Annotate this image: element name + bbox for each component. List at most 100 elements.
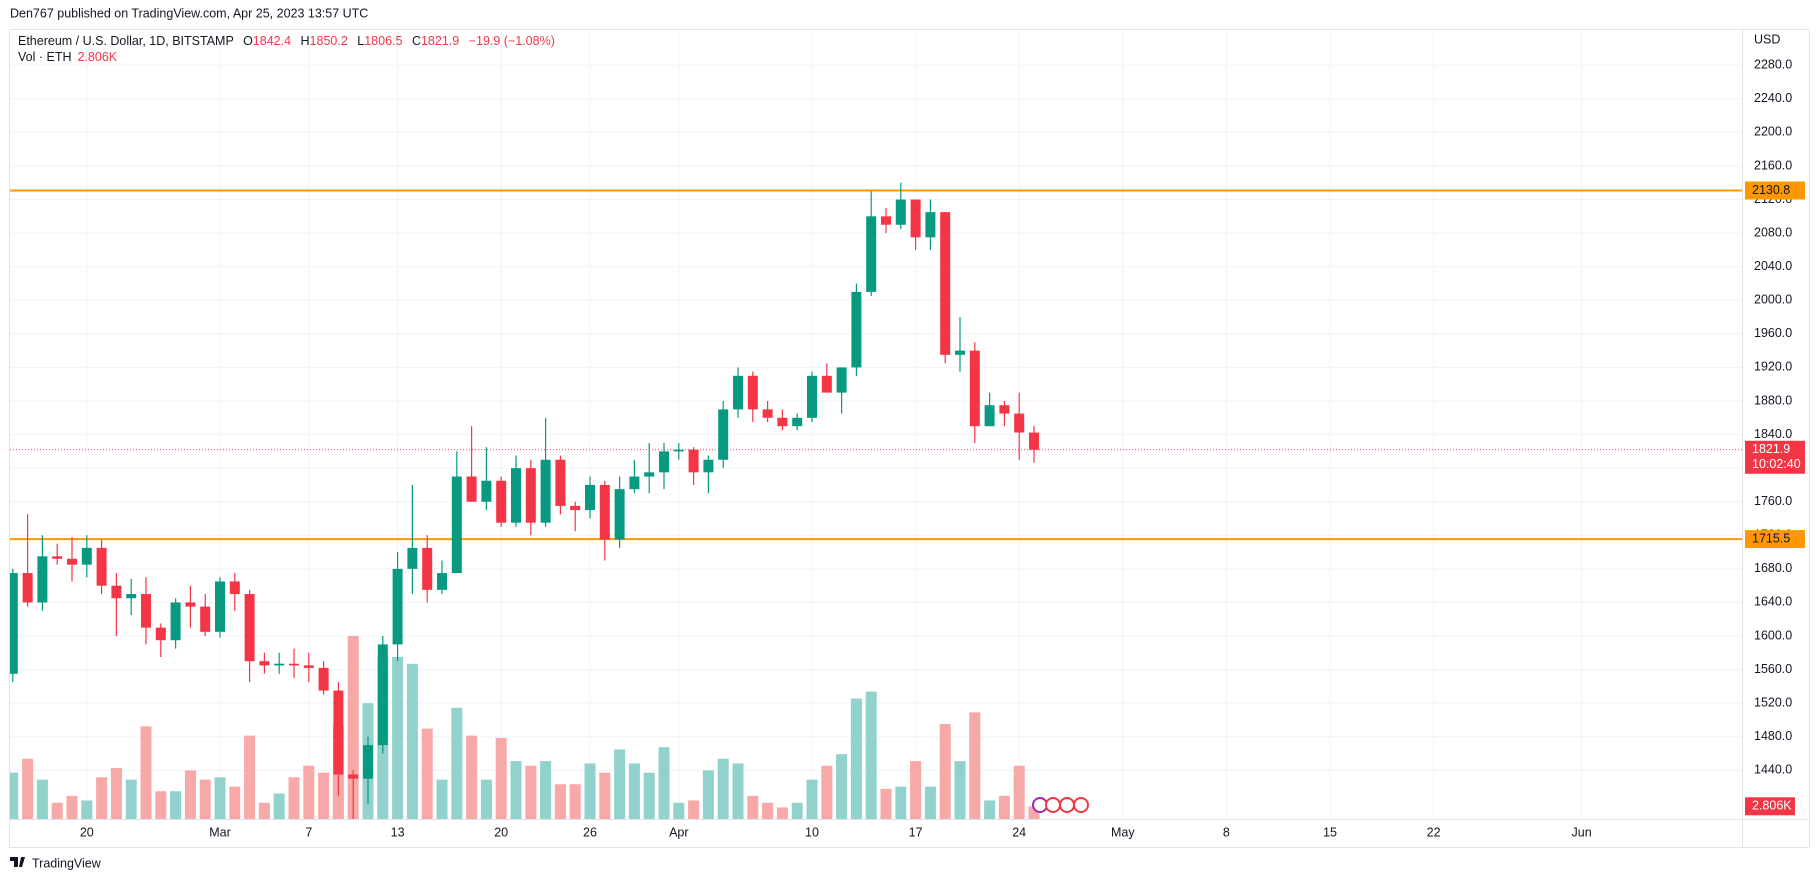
candle-body — [170, 602, 181, 641]
candle-body — [377, 644, 388, 746]
y-tick-label: 1680.0 — [1754, 561, 1792, 575]
candle-body — [333, 690, 344, 775]
level-tag — [1745, 530, 1805, 549]
y-tick-label: 1440.0 — [1754, 763, 1792, 777]
candle-body — [555, 459, 566, 506]
y-tick-label: 1480.0 — [1754, 729, 1792, 743]
candle-body — [762, 409, 773, 418]
candle-body — [22, 573, 33, 603]
volume-bar — [170, 791, 182, 819]
volume-bar — [288, 777, 300, 819]
candle-body — [836, 367, 847, 393]
legend-title: Ethereum / U.S. Dollar, 1D, BITSTAMP — [18, 34, 234, 48]
price-tag — [1745, 440, 1805, 474]
candle-body — [570, 505, 581, 511]
candle-body — [481, 480, 492, 502]
candle-body — [925, 212, 936, 238]
candle-body — [895, 199, 906, 225]
y-tick-label: 2240.0 — [1754, 91, 1792, 105]
brand-logo — [10, 857, 25, 867]
events[interactable] — [1032, 797, 1089, 813]
candle-body — [821, 375, 832, 393]
candle-body — [673, 449, 684, 452]
volume-bar — [525, 765, 537, 819]
candle-body — [733, 375, 743, 410]
candle-body — [659, 451, 669, 473]
candle-body — [229, 581, 240, 595]
brand-name: TradingView — [32, 856, 102, 870]
volume-name: Vol · ETH — [18, 50, 72, 64]
volume-bar — [184, 770, 196, 819]
volume-bar — [510, 761, 522, 819]
volume-bar — [599, 772, 611, 819]
volume-bar — [554, 784, 566, 819]
event-icon[interactable] — [1059, 797, 1075, 813]
volume-bar — [984, 800, 996, 819]
candle-body — [881, 216, 891, 225]
y-tick-label: 1600.0 — [1754, 628, 1792, 642]
legend-close: 1821.9 — [421, 34, 459, 48]
volume-bar — [954, 761, 966, 819]
x-tick-label: 22 — [1427, 825, 1441, 839]
volume-bar — [451, 707, 463, 819]
volume-bar — [924, 786, 936, 819]
volume-bar — [806, 779, 818, 819]
candle-body — [422, 547, 433, 590]
candle-body — [496, 480, 507, 523]
y-tick-label: 2280.0 — [1754, 58, 1792, 72]
candle-body — [644, 472, 655, 477]
y-tick-label: 2200.0 — [1754, 125, 1792, 139]
volume-bar — [140, 726, 152, 819]
candle-body — [52, 556, 63, 559]
legend-change: −19.9 (−1.08%) — [469, 34, 555, 48]
volume-bar — [643, 772, 655, 819]
event-icon[interactable] — [1032, 797, 1048, 813]
candle-body — [866, 216, 877, 292]
volume-bar — [628, 763, 640, 819]
y-tick-label: 1880.0 — [1754, 393, 1792, 407]
legend-low: 1806.5 — [364, 34, 402, 48]
event-icon[interactable] — [1073, 797, 1089, 813]
volume-bar — [540, 761, 552, 819]
volume-tag — [1745, 797, 1795, 816]
legend-o: O — [243, 34, 253, 48]
candle-body — [614, 489, 625, 540]
candle-body — [215, 581, 225, 632]
candle-body — [688, 449, 699, 473]
y-tick-label: 1960.0 — [1754, 326, 1792, 340]
x-tick-label: 8 — [1223, 825, 1230, 839]
y-tick-label: 2000.0 — [1754, 293, 1792, 307]
candle-body — [289, 663, 299, 666]
candle-body — [777, 417, 788, 427]
volume-bar — [155, 791, 167, 819]
volume-bar — [747, 795, 759, 819]
volume-bar — [406, 663, 418, 819]
candle-body — [910, 199, 921, 238]
volume-bar — [421, 728, 433, 819]
volume-bar — [702, 770, 714, 819]
legend-high: 1850.2 — [310, 34, 348, 48]
candle-body — [466, 476, 477, 502]
candle-body — [969, 350, 980, 427]
volume-bar — [495, 737, 507, 819]
y-tick-label: 1560.0 — [1754, 662, 1792, 676]
candle-body — [67, 558, 77, 565]
candle-body — [940, 212, 951, 355]
volume-bar — [258, 802, 270, 819]
candle-body — [363, 745, 373, 779]
candle-body — [81, 547, 92, 565]
candle-body — [999, 405, 1010, 414]
event-icon[interactable] — [1045, 797, 1061, 813]
x-tick-label: 17 — [909, 825, 923, 839]
legend-line: Ethereum / U.S. Dollar, 1D, BITSTAMP O 18… — [18, 34, 555, 48]
candle-body — [348, 774, 359, 779]
candle-body — [1029, 432, 1039, 450]
y-tick-label: 2040.0 — [1754, 259, 1792, 273]
volume-bar — [895, 786, 907, 819]
candle-body — [274, 663, 285, 666]
volume-bar — [466, 735, 478, 819]
volume-bar — [244, 735, 256, 819]
x-tick-label: 26 — [583, 825, 597, 839]
level-tag-label: 1715.5 — [1752, 531, 1790, 545]
